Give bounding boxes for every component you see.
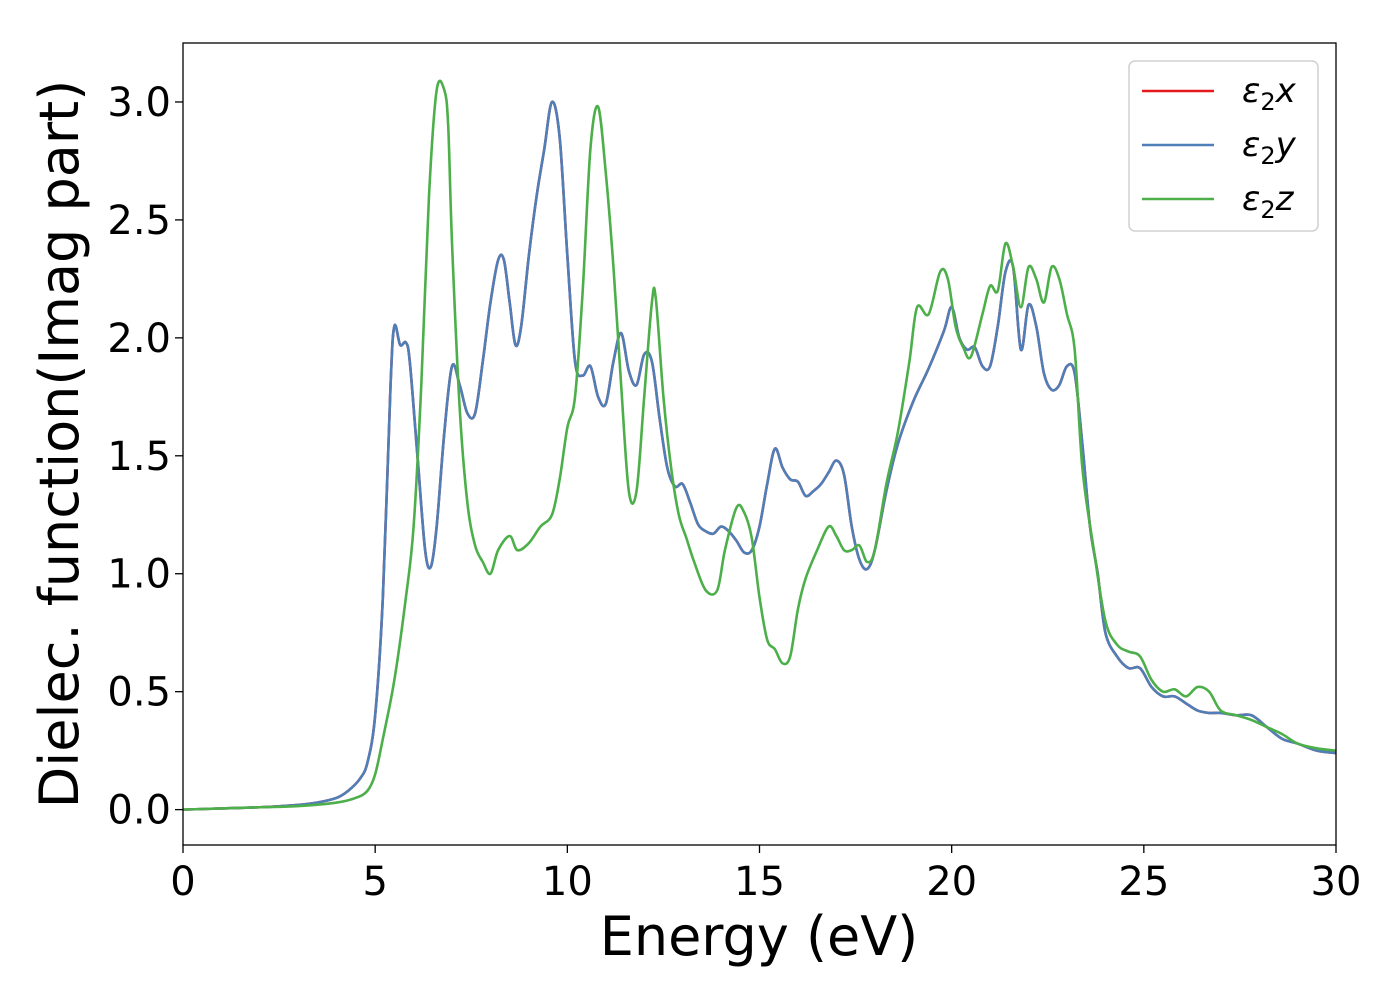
legend-label-y: ε2y	[1242, 125, 1297, 170]
x-tick-label: 30	[1311, 859, 1362, 905]
legend-label-x: ε2x	[1242, 71, 1297, 116]
legend-entries: ε2x ε2y ε2z	[1142, 71, 1297, 224]
legend-box	[1128, 60, 1319, 232]
x-tick-label: 25	[1118, 859, 1169, 905]
y-axis: 0.0 0.5 1.0 1.5 2.0 2.5 3.0	[107, 80, 183, 834]
y-tick-label: 3.0	[107, 80, 171, 126]
y-axis-label: Dielec. function(Imag part)	[28, 80, 91, 809]
x-axis-label: Energy (eV)	[600, 905, 919, 968]
y-tick-label: 1.0	[107, 552, 171, 598]
legend: ε2x ε2y ε2z	[1128, 60, 1319, 232]
x-tick-label: 15	[734, 859, 785, 905]
x-tick-label: 10	[542, 859, 593, 905]
x-tick-label: 5	[362, 859, 387, 905]
x-axis: 0 5 10 15 20 25 30	[170, 845, 1361, 905]
x-tick-label: 0	[170, 859, 195, 905]
x-tick-label: 20	[926, 859, 977, 905]
y-tick-label: 0.5	[107, 670, 171, 716]
legend-label-z: ε2z	[1242, 179, 1295, 224]
y-tick-label: 1.5	[107, 434, 171, 480]
series-line-z	[183, 79, 1336, 811]
series-lines	[183, 79, 1336, 811]
y-tick-label: 2.0	[107, 316, 171, 362]
y-tick-label: 0.0	[107, 788, 171, 834]
y-tick-label: 2.5	[107, 198, 171, 244]
